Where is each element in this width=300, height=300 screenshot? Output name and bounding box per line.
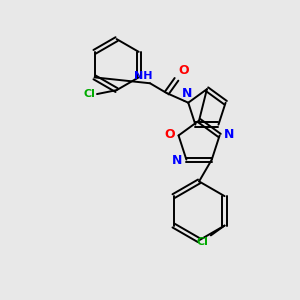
Text: NH: NH [134,71,152,81]
Text: O: O [164,128,175,141]
Text: O: O [178,64,189,77]
Text: N: N [224,128,234,141]
Text: Cl: Cl [197,237,209,248]
Text: N: N [182,87,193,100]
Text: N: N [172,154,182,167]
Text: Cl: Cl [83,89,95,99]
